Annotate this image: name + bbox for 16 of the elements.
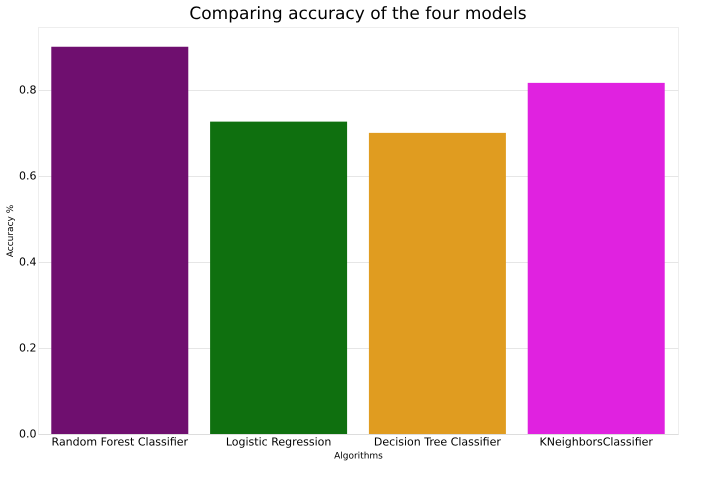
x-axis-title: Algorithms (334, 452, 384, 462)
y-tick-label: 0.2 (19, 341, 36, 354)
x-tick-label: Logistic Regression (226, 436, 332, 448)
bar (528, 82, 665, 434)
x-tick-label: Random Forest Classifier (52, 436, 189, 448)
bar (51, 46, 188, 434)
bar (210, 122, 348, 434)
chart-title: Comparing accuracy of the four models (189, 4, 527, 24)
x-tick-label: KNeighborsClassifier (540, 436, 654, 448)
y-tick-label: 0.4 (19, 255, 36, 268)
y-tick-label: 0.6 (19, 169, 36, 182)
y-tick-label: 0.0 (19, 428, 36, 440)
bar (368, 132, 506, 434)
x-tick-label: Decision Tree Classifier (374, 436, 502, 448)
y-axis-title: Accuracy % (6, 204, 16, 258)
y-tick-label: 0.8 (19, 83, 36, 96)
